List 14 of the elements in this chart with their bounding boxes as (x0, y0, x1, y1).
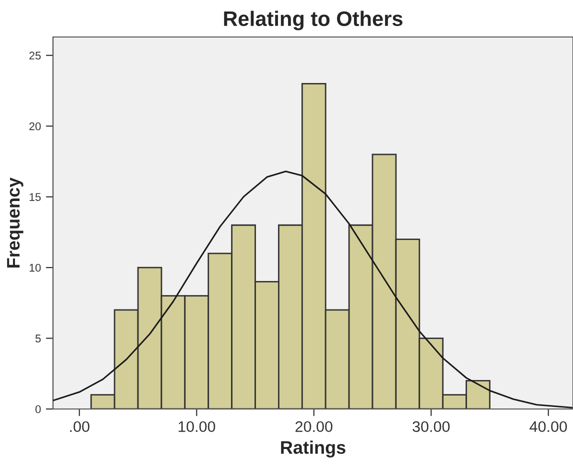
y-tick-label: 10 (30, 264, 41, 272)
y-tick-label: 0 (35, 405, 41, 414)
y-tick-label: 20 (29, 122, 41, 130)
y-tick-label: 15 (30, 193, 41, 201)
x-tick-label: 20.00 (296, 421, 332, 432)
x-axis-title: Ratings (281, 440, 346, 458)
x-tick-label: .00 (70, 421, 90, 432)
chart-title: Relating to Others (224, 10, 402, 30)
x-tick-label: 10.00 (178, 421, 216, 432)
x-tick-label: 30.00 (412, 421, 450, 432)
x-tick-label: 40.00 (530, 421, 567, 432)
y-axis-title: Frequency (7, 177, 24, 268)
y-tick-label: 5 (35, 334, 41, 342)
y-tick-label: 25 (29, 52, 41, 60)
